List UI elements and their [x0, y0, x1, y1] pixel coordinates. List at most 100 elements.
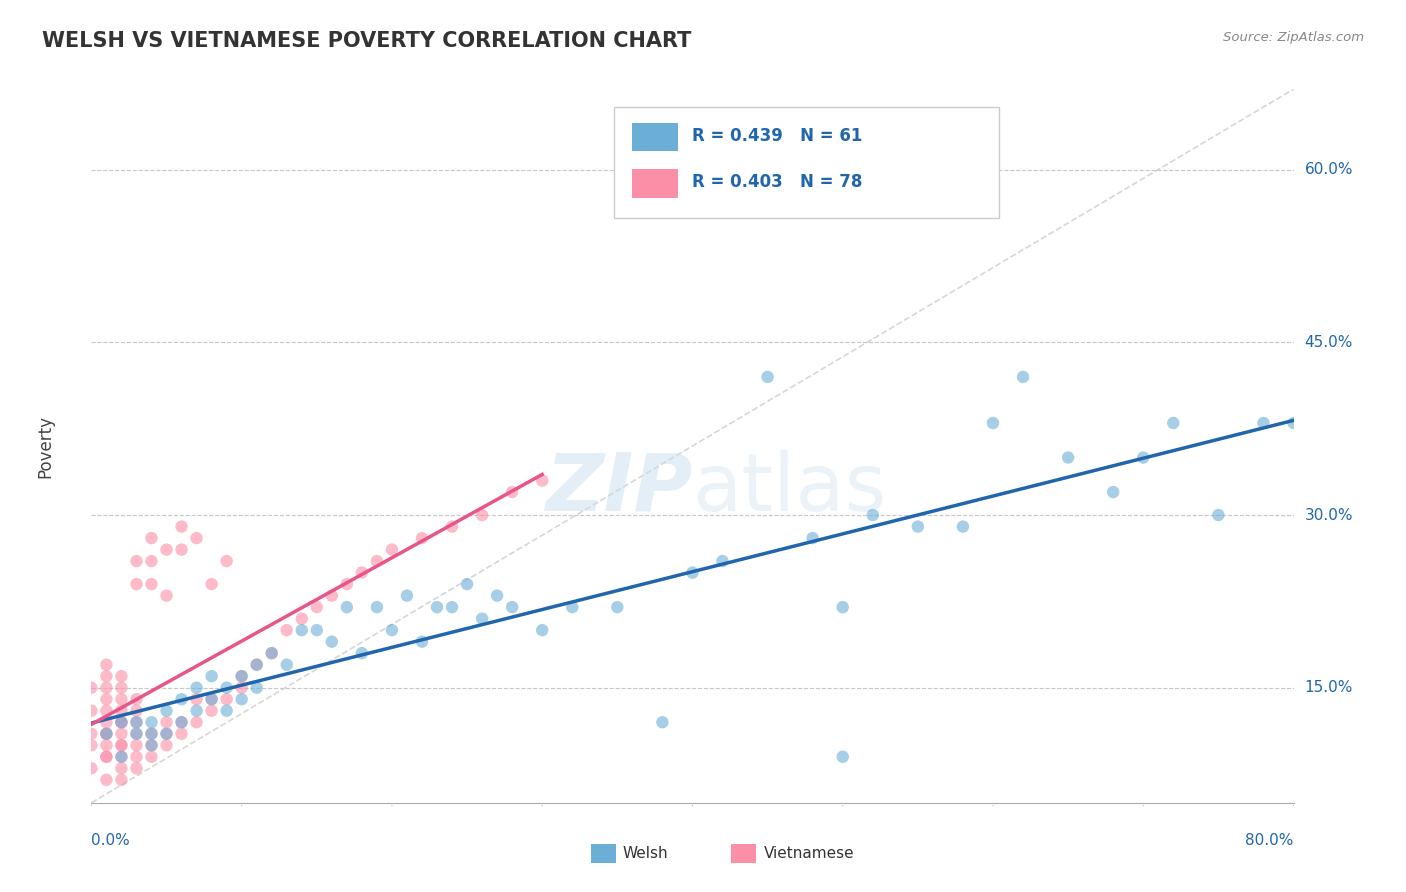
Point	[155, 542, 177, 557]
Point	[125, 761, 148, 775]
Point	[125, 715, 148, 730]
Point	[201, 704, 224, 718]
Point	[96, 749, 118, 764]
Point	[186, 704, 208, 718]
Point	[651, 715, 673, 730]
Point	[440, 600, 463, 615]
Text: Welsh: Welsh	[623, 847, 668, 861]
Point	[215, 554, 238, 568]
Point	[411, 531, 433, 545]
Point	[395, 589, 418, 603]
Point	[125, 738, 148, 752]
Point	[110, 715, 132, 730]
Point	[1132, 450, 1154, 465]
Point	[110, 772, 132, 787]
Point	[350, 566, 373, 580]
Text: 0.0%: 0.0%	[91, 833, 131, 848]
Point	[231, 692, 253, 706]
Point	[125, 727, 148, 741]
Text: R = 0.439   N = 61: R = 0.439 N = 61	[692, 127, 863, 145]
Point	[231, 669, 253, 683]
Point	[125, 727, 148, 741]
Point	[110, 749, 132, 764]
Point	[141, 554, 163, 568]
Point	[711, 554, 734, 568]
Point	[501, 485, 523, 500]
Point	[471, 612, 494, 626]
Point	[110, 727, 132, 741]
Point	[110, 749, 132, 764]
Point	[96, 715, 118, 730]
Point	[96, 657, 118, 672]
Point	[531, 623, 554, 637]
Text: WELSH VS VIETNAMESE POVERTY CORRELATION CHART: WELSH VS VIETNAMESE POVERTY CORRELATION …	[42, 31, 692, 51]
Point	[381, 623, 404, 637]
Point	[1012, 370, 1035, 384]
Point	[80, 727, 103, 741]
Point	[381, 542, 404, 557]
Point	[141, 738, 163, 752]
Point	[125, 715, 148, 730]
Point	[141, 531, 163, 545]
Point	[155, 589, 177, 603]
Point	[1102, 485, 1125, 500]
Point	[305, 623, 328, 637]
Point	[411, 634, 433, 648]
Point	[952, 519, 974, 533]
Point	[426, 600, 449, 615]
Point	[141, 727, 163, 741]
Point	[801, 531, 824, 545]
Point	[155, 727, 177, 741]
Point	[170, 542, 193, 557]
Point	[215, 704, 238, 718]
Text: 80.0%: 80.0%	[1246, 833, 1294, 848]
Text: 45.0%: 45.0%	[1305, 334, 1353, 350]
Point	[186, 681, 208, 695]
Point	[155, 704, 177, 718]
Point	[141, 749, 163, 764]
Point	[110, 715, 132, 730]
Point	[215, 692, 238, 706]
Point	[80, 738, 103, 752]
Point	[201, 577, 224, 591]
Point	[531, 474, 554, 488]
Point	[125, 704, 148, 718]
Point	[186, 692, 208, 706]
Point	[231, 669, 253, 683]
Point	[231, 681, 253, 695]
Bar	[633, 123, 678, 152]
Point	[291, 612, 314, 626]
Point	[907, 519, 929, 533]
Point	[96, 749, 118, 764]
Point	[110, 715, 132, 730]
Point	[1208, 508, 1230, 522]
Point	[170, 715, 193, 730]
Point	[606, 600, 628, 615]
Point	[110, 669, 132, 683]
Point	[110, 738, 132, 752]
Point	[170, 715, 193, 730]
Point	[486, 589, 509, 603]
Point	[110, 738, 132, 752]
Point	[366, 600, 388, 615]
Point	[155, 715, 177, 730]
Text: R = 0.403   N = 78: R = 0.403 N = 78	[692, 173, 863, 191]
Text: Vietnamese: Vietnamese	[763, 847, 853, 861]
Point	[96, 669, 118, 683]
Point	[561, 600, 583, 615]
Point	[456, 577, 478, 591]
Point	[80, 704, 103, 718]
Point	[80, 681, 103, 695]
Point	[215, 681, 238, 695]
Point	[155, 727, 177, 741]
Point	[141, 715, 163, 730]
Point	[260, 646, 283, 660]
Point	[125, 749, 148, 764]
Point	[96, 727, 118, 741]
Point	[125, 692, 148, 706]
Text: Source: ZipAtlas.com: Source: ZipAtlas.com	[1223, 31, 1364, 45]
Point	[1161, 416, 1184, 430]
Point	[96, 681, 118, 695]
Point	[366, 554, 388, 568]
Point	[110, 761, 132, 775]
